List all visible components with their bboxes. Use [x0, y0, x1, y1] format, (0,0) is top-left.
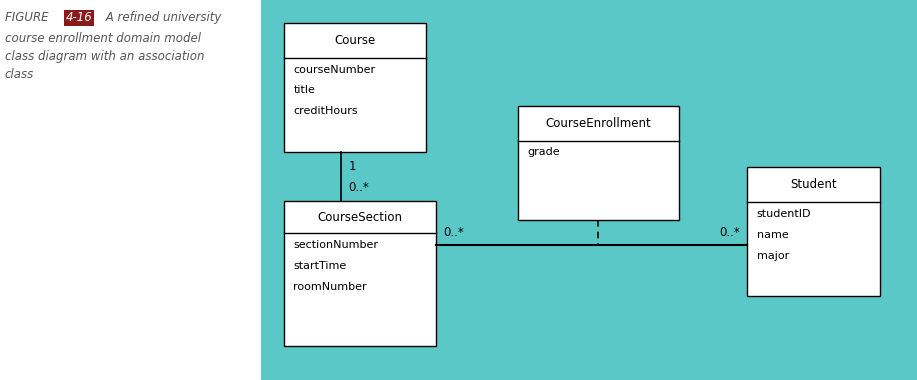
- Text: 1: 1: [348, 160, 356, 173]
- Text: 0..*: 0..*: [719, 226, 740, 239]
- Text: sectionNumber: sectionNumber: [293, 240, 379, 250]
- Text: CourseEnrollment: CourseEnrollment: [546, 117, 651, 130]
- Bar: [747, 167, 880, 296]
- Text: startTime: startTime: [293, 261, 347, 271]
- Text: A refined university: A refined university: [102, 11, 221, 24]
- Text: name: name: [757, 230, 789, 240]
- Bar: [284, 201, 436, 346]
- Text: grade: grade: [527, 147, 560, 157]
- Text: courseNumber: courseNumber: [293, 65, 376, 74]
- Text: Student: Student: [790, 178, 837, 191]
- Text: FIGURE: FIGURE: [5, 11, 52, 24]
- Text: 4-16: 4-16: [65, 11, 93, 24]
- Text: studentID: studentID: [757, 209, 811, 219]
- Bar: [261, 0, 917, 380]
- Text: Course: Course: [335, 34, 376, 47]
- Text: CourseSection: CourseSection: [317, 211, 403, 224]
- Text: major: major: [757, 251, 789, 261]
- Bar: [284, 23, 426, 152]
- Text: title: title: [293, 86, 315, 95]
- Text: 0..*: 0..*: [348, 181, 370, 194]
- Text: creditHours: creditHours: [293, 106, 358, 116]
- Bar: [518, 106, 679, 220]
- Text: course enrollment domain model
class diagram with an association
class: course enrollment domain model class dia…: [5, 32, 204, 81]
- Text: 0..*: 0..*: [443, 226, 464, 239]
- Text: roomNumber: roomNumber: [293, 282, 367, 292]
